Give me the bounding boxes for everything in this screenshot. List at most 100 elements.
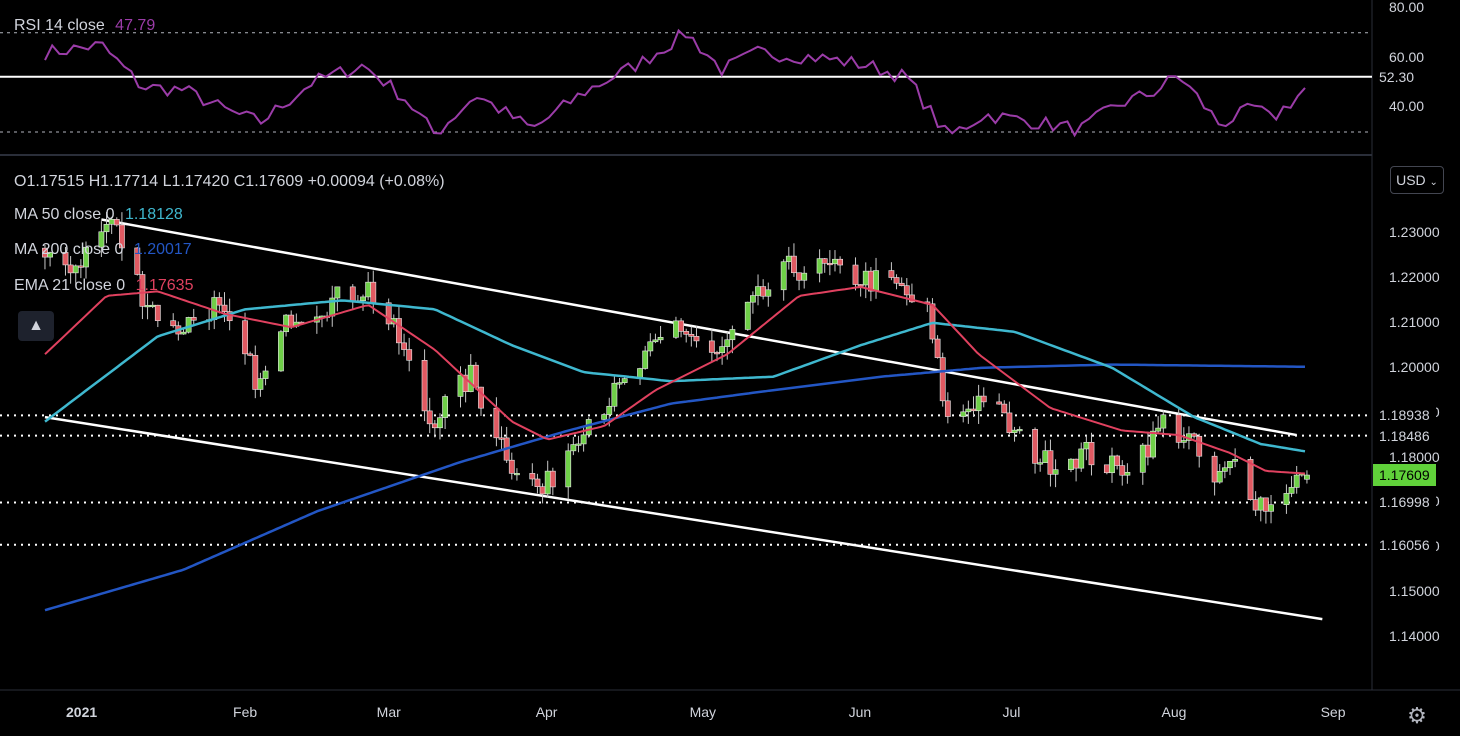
candle-body	[360, 296, 366, 302]
candle-body	[1011, 429, 1018, 433]
settings-gear-icon[interactable]: ⚙	[1407, 703, 1427, 728]
candle-body	[765, 289, 772, 297]
candle-body	[421, 360, 428, 412]
candle-body	[683, 331, 690, 335]
currency-button[interactable]: USD ⌄	[1390, 166, 1444, 194]
candle-body	[642, 350, 649, 369]
candle-body	[365, 281, 372, 298]
candle-body	[1288, 487, 1295, 494]
candle-body	[873, 270, 879, 292]
candle-body	[1016, 429, 1023, 432]
rsi-current-label: 52.30	[1373, 65, 1421, 88]
candle-body	[657, 336, 664, 341]
candle-body	[1052, 469, 1059, 475]
price-pane[interactable]	[0, 212, 1372, 621]
rsi-legend-label: RSI 14 close	[14, 17, 105, 34]
ema21-legend-value: 1.17635	[135, 277, 194, 294]
candle-body	[1175, 414, 1182, 443]
candle-body	[1001, 403, 1008, 414]
candle-body	[1252, 499, 1259, 511]
price-tick-label: 1.22000	[1389, 268, 1440, 285]
candle-body	[493, 407, 500, 439]
candle-body	[1268, 504, 1274, 512]
candle-body	[211, 297, 218, 320]
level-price-label: 1.18486	[1373, 424, 1436, 447]
candle-body	[780, 261, 787, 291]
candle-body	[565, 450, 572, 488]
candle-body	[688, 333, 695, 337]
candle-body	[1037, 462, 1044, 465]
candle-body	[154, 304, 161, 322]
candle-body	[385, 302, 392, 325]
candle-body	[724, 339, 731, 347]
ma200-legend-value: 1.20017	[133, 241, 192, 258]
candle-body	[1124, 472, 1131, 476]
candle-body	[247, 353, 254, 356]
candle-body	[852, 264, 859, 285]
candle-body	[431, 423, 438, 429]
candle-body	[934, 338, 941, 358]
candle-body	[1221, 467, 1228, 472]
candle-body	[760, 286, 767, 297]
candle-body	[1114, 455, 1121, 466]
candle-body	[888, 270, 895, 278]
candle-body	[349, 286, 356, 302]
candle-body	[965, 408, 972, 413]
candle-body	[708, 340, 715, 353]
candle-body	[862, 270, 869, 286]
ma50-legend-label: MA 50 close 0	[14, 206, 115, 223]
candle-body	[939, 357, 946, 402]
candle-body	[257, 378, 264, 390]
ema21-legend[interactable]: EMA 21 close 0 1.17635	[14, 277, 193, 295]
candle-body	[585, 419, 592, 436]
candle-body	[580, 434, 587, 445]
candle-body	[539, 486, 546, 495]
time-tick-label: May	[689, 704, 717, 720]
ma200-legend[interactable]: MA 200 close 0 1.20017	[14, 241, 192, 259]
candle-body	[457, 374, 464, 397]
candle-body	[714, 352, 720, 355]
price-tick-label: 1.21000	[1389, 313, 1440, 330]
ema21-legend-label: EMA 21 close 0	[14, 277, 126, 294]
candle-body	[652, 339, 659, 343]
candle-body	[1304, 474, 1310, 480]
candle-body	[693, 336, 700, 342]
rsi-tick-label: 80.00	[1389, 0, 1425, 15]
candle-body	[791, 255, 797, 274]
candle-body	[1139, 444, 1146, 473]
candle-body	[570, 444, 577, 452]
candle-body	[801, 272, 808, 281]
candle-body	[719, 346, 726, 354]
candle-body	[729, 329, 736, 341]
candle-body	[1211, 455, 1218, 483]
ma200-line	[44, 363, 1306, 612]
candle-body	[1083, 441, 1090, 450]
candle-body	[673, 320, 679, 338]
candle-body	[678, 320, 684, 332]
candle-body	[832, 258, 838, 265]
level-price-label: 1.16056	[1373, 533, 1436, 556]
candle-body	[960, 411, 967, 417]
candle-body	[98, 231, 105, 248]
candle-body	[1078, 448, 1085, 469]
current-price-label: 1.17609	[1373, 464, 1436, 487]
candle-body	[426, 410, 433, 425]
candle-body	[575, 443, 582, 446]
rsi-pane[interactable]	[0, 28, 1372, 138]
candle-body	[1232, 459, 1239, 462]
ohlc-legend: O1.17515 H1.17714 L1.17420 C1.17609 +0.0…	[14, 173, 445, 190]
collapse-legend-button[interactable]: ▲	[18, 311, 54, 341]
candle-body	[406, 349, 413, 361]
candle-body	[47, 252, 53, 258]
ma50-legend[interactable]: MA 50 close 0 1.18128	[14, 206, 183, 224]
candle-body	[1047, 450, 1054, 475]
time-tick-label: Jul	[1002, 704, 1021, 720]
candle-body	[262, 370, 269, 379]
rsi-tick-label: 60.00	[1389, 48, 1425, 65]
time-tick-label: Sep	[1320, 704, 1346, 720]
candle-body	[621, 378, 628, 383]
rsi-legend[interactable]: RSI 14 close 47.79	[14, 17, 155, 35]
candle-body	[1216, 471, 1223, 483]
candle-body	[113, 219, 120, 226]
